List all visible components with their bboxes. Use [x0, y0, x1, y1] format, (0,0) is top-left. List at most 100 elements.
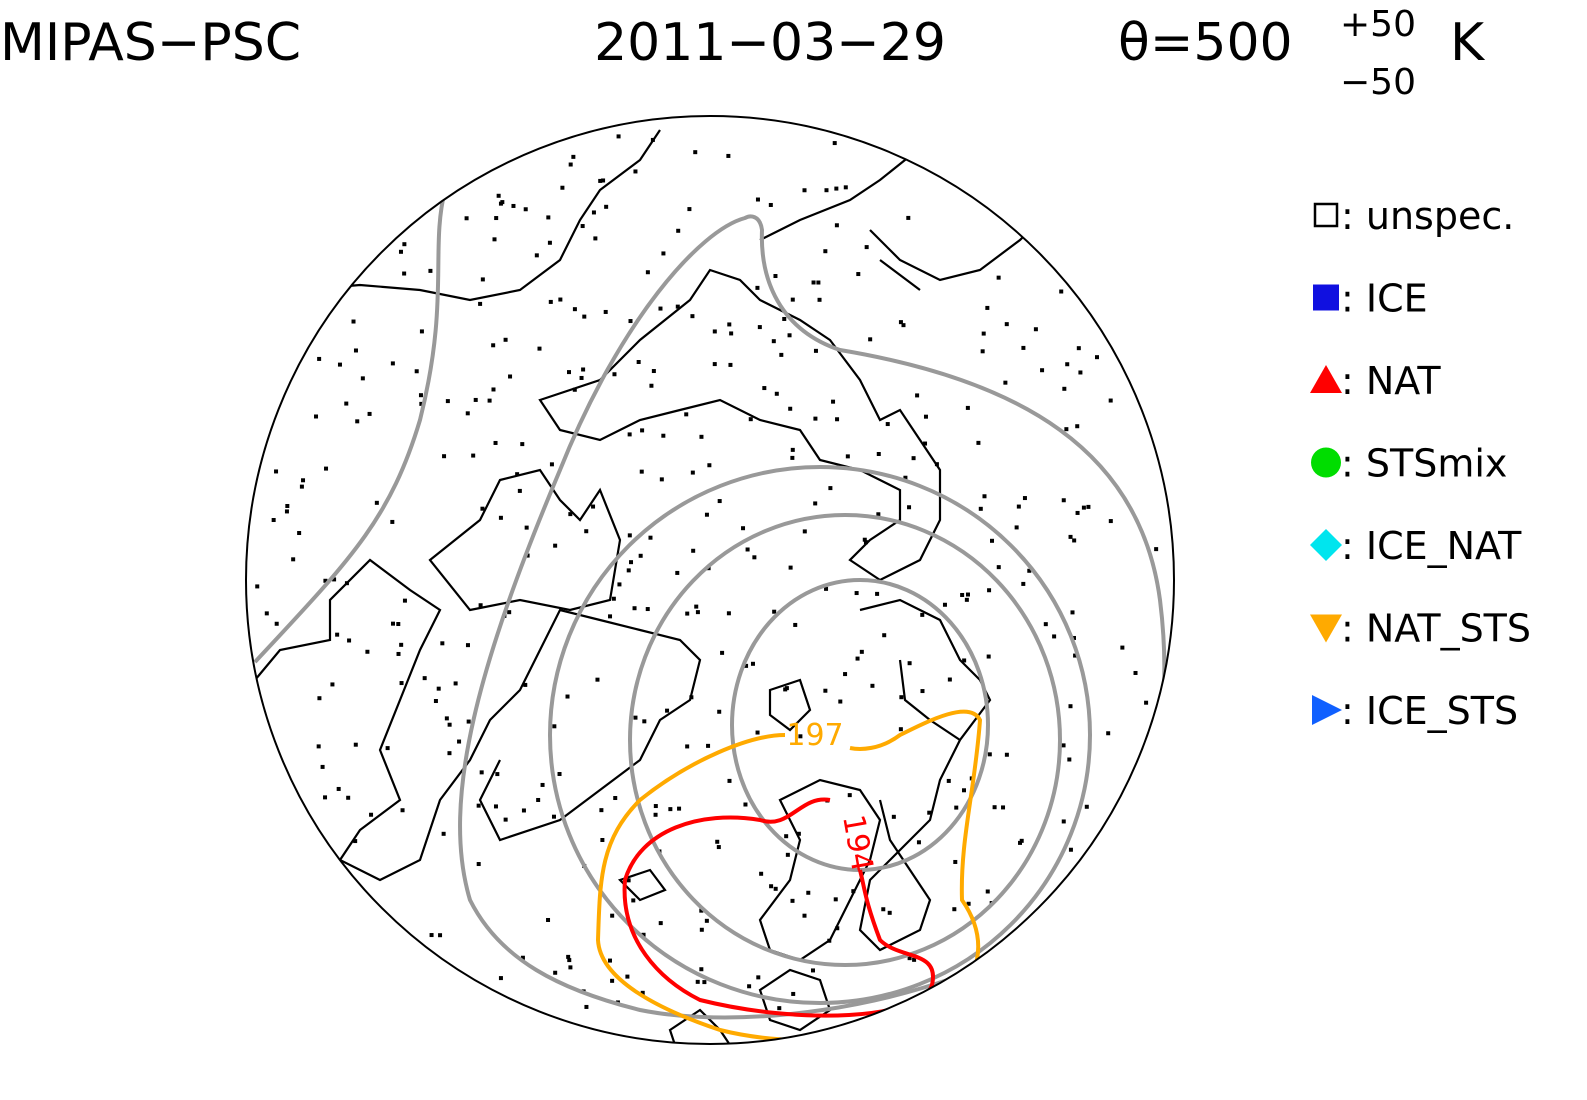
point [324, 466, 329, 471]
point [642, 719, 647, 724]
point [907, 505, 912, 510]
point [1154, 547, 1159, 552]
point [552, 724, 557, 729]
point [832, 141, 837, 146]
point [1084, 804, 1089, 809]
point [1061, 743, 1066, 748]
point [641, 932, 646, 937]
point [441, 831, 446, 836]
point [568, 965, 573, 970]
point [1027, 568, 1032, 573]
point [856, 272, 861, 277]
point [1071, 635, 1076, 640]
point [690, 470, 695, 475]
legend: : unspec.: ICE: NAT: STSmix: ICE_NAT: NA… [1310, 194, 1531, 733]
point [398, 249, 403, 254]
point [536, 797, 541, 802]
point [1061, 498, 1066, 503]
point [823, 249, 828, 254]
point [946, 778, 951, 783]
point [790, 898, 795, 903]
point [494, 216, 499, 221]
point [396, 622, 401, 627]
point [675, 570, 680, 575]
point [627, 533, 632, 538]
point [557, 772, 562, 777]
coastlines [254, 129, 1061, 1044]
point [301, 478, 306, 483]
point [1133, 670, 1138, 675]
point [1014, 525, 1019, 530]
point [369, 812, 374, 817]
point [480, 506, 485, 511]
legend-marker [1310, 529, 1342, 561]
legend-marker [1312, 695, 1342, 725]
point [901, 323, 906, 328]
point [524, 525, 529, 530]
point [907, 956, 912, 961]
point [567, 958, 572, 963]
point [491, 387, 496, 392]
legend-label: : NAT [1341, 359, 1441, 403]
point [617, 582, 622, 587]
point [863, 540, 868, 545]
point [428, 268, 433, 273]
point [903, 475, 908, 480]
point [1108, 519, 1113, 524]
point [717, 709, 722, 714]
legend-marker [1310, 365, 1342, 393]
point [625, 974, 630, 979]
point [1016, 504, 1021, 509]
point [493, 440, 498, 445]
point [628, 319, 633, 324]
point [976, 440, 981, 445]
point [1078, 370, 1083, 375]
point [747, 984, 752, 989]
point [996, 565, 1001, 570]
point [553, 970, 558, 975]
point [374, 500, 379, 505]
point [581, 367, 586, 372]
point [351, 319, 356, 324]
point [476, 862, 481, 867]
point [353, 348, 358, 353]
point [523, 682, 528, 687]
point [811, 280, 816, 285]
point [1072, 538, 1077, 543]
point [284, 509, 289, 514]
point [887, 910, 892, 915]
point [817, 297, 822, 302]
theta: θ=500 [1118, 13, 1293, 73]
legend-marker [1310, 614, 1342, 643]
map-content [253, 129, 1167, 1044]
title: MIPAS−PSC [0, 13, 301, 73]
point [695, 979, 700, 984]
point [353, 742, 358, 747]
point [440, 641, 445, 646]
point [920, 689, 925, 694]
point [699, 927, 704, 932]
point [695, 610, 700, 615]
point [677, 806, 682, 811]
point [650, 137, 655, 142]
point [802, 529, 807, 534]
point [591, 210, 596, 215]
point [317, 356, 322, 361]
point [595, 677, 600, 682]
point [796, 831, 801, 836]
point [1061, 819, 1066, 824]
point [445, 399, 450, 404]
point [923, 441, 928, 446]
point [640, 428, 645, 433]
date: 2011−03−29 [594, 13, 946, 73]
legend-label: : unspec. [1341, 194, 1514, 238]
point [508, 374, 513, 379]
point [636, 360, 641, 365]
point [414, 369, 419, 374]
point [498, 515, 503, 520]
point [402, 271, 407, 276]
point [638, 553, 643, 558]
point [916, 840, 921, 845]
point [784, 686, 789, 691]
point [316, 744, 321, 749]
